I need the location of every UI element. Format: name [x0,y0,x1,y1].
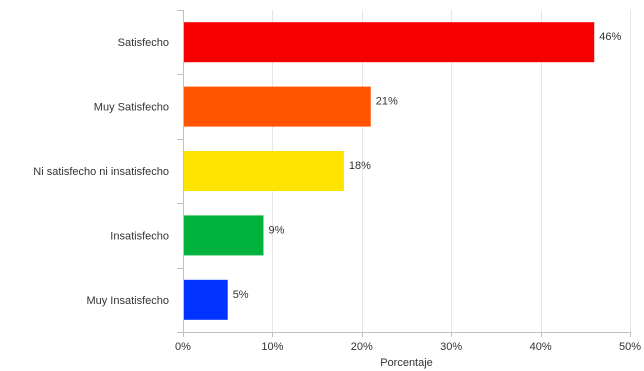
x-axis-tick-labels: 0% 10% 20% 30% 40% 50% [175,341,641,353]
bar [184,279,228,320]
category-label: Muy Insatisfecho [86,295,169,307]
data-label: 9% [268,224,284,236]
x-tick-label: 40% [530,341,552,353]
bars [184,22,595,320]
bar [184,215,264,256]
data-labels: 46% 21% 18% 9% 5% [233,31,622,301]
grid-lines [183,10,631,337]
bar [184,22,595,63]
category-label: Muy Satisfecho [94,102,169,114]
category-separators [177,10,183,333]
x-tick-label: 50% [619,341,641,353]
x-tick-label: 30% [440,341,462,353]
category-label: Satisfecho [118,37,169,49]
x-axis-title: Porcentaje [380,357,433,369]
x-tick-label: 10% [261,341,283,353]
category-label: Ni satisfecho ni insatisfecho [33,166,169,178]
x-tick-label: 0% [175,341,191,353]
data-label: 21% [376,96,398,108]
bar [184,151,344,191]
data-label: 46% [599,31,621,43]
data-label: 5% [233,289,249,301]
data-label: 18% [349,160,371,172]
x-tick-label: 20% [351,341,373,353]
category-label: Insatisfecho [110,230,169,242]
bar [184,86,371,127]
category-labels: Satisfecho Muy Satisfecho Ni satisfecho ni… [33,37,169,307]
